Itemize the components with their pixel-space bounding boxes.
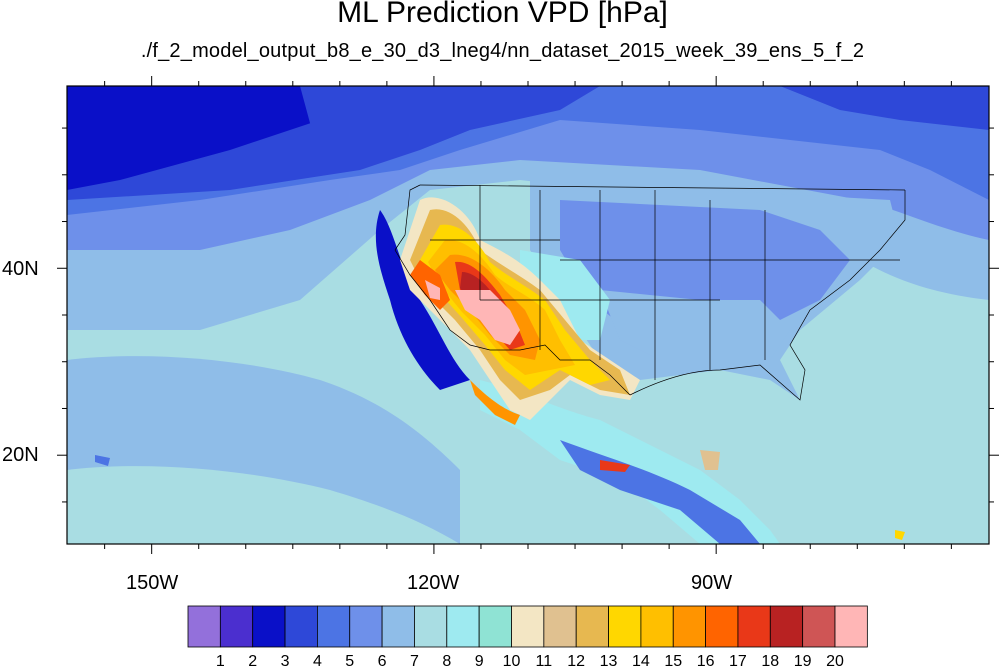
chart-subtitle: ./f_2_model_output_b8_e_30_d3_lneg4/nn_d…: [140, 40, 865, 62]
boundary-lines: [394, 184, 906, 401]
colorbar-label: 17: [729, 653, 747, 670]
colorbar-box: [446, 605, 480, 648]
colorbar-box: [543, 605, 577, 648]
colorbar-label: 5: [345, 653, 355, 670]
colorbar-label: 20: [826, 653, 844, 670]
colorbar-label: 13: [599, 653, 618, 670]
colorbar-box: [737, 605, 771, 648]
lon-label-90w: 90W: [691, 572, 733, 594]
chart-title: ML Prediction VPD [hPa]: [337, 0, 668, 29]
colorbar-box: [284, 605, 318, 648]
colorbar-label: 14: [631, 653, 650, 670]
colorbar-label: 9: [474, 653, 484, 670]
colorbar-box: [640, 605, 674, 648]
colorbar-label: 16: [696, 653, 715, 670]
colorbar-box: [414, 605, 448, 648]
colorbar-box: [705, 605, 739, 648]
colorbar-label: 7: [409, 653, 419, 670]
colorbar-box: [252, 605, 286, 648]
colorbar-label: 15: [664, 653, 683, 670]
colorbar-box: [381, 605, 415, 648]
colorbar-box: [316, 605, 351, 648]
contour-field: [67, 86, 989, 544]
lon-label-120w: 120W: [407, 572, 460, 594]
colorbar-label: 4: [312, 653, 322, 670]
colorbar-label: 12: [567, 653, 586, 670]
colorbar-box: [478, 605, 512, 648]
colorbar-box: [834, 605, 868, 648]
colorbar-box: [802, 605, 836, 648]
colorbar-box: [769, 605, 804, 648]
colorbar-box: [349, 605, 383, 648]
colorbar-label: 2: [248, 653, 258, 670]
colorbar-box: [608, 605, 642, 648]
colorbar-box: [219, 605, 254, 648]
lat-label-40n: 40N: [2, 258, 39, 280]
colorbar-box: [672, 605, 706, 648]
colorbar-label: 10: [502, 653, 521, 670]
colorbar-label: 8: [442, 653, 452, 670]
colorbar-label: 18: [761, 653, 780, 670]
colorbar-label: 11: [535, 653, 553, 670]
lon-label-150w: 150W: [126, 572, 179, 594]
lat-label-20n: 20N: [2, 444, 39, 466]
colorbar-box: [187, 605, 221, 648]
colorbar-label: 1: [215, 653, 225, 670]
colorbar-box: [575, 605, 609, 648]
colorbar-label: 3: [280, 653, 290, 670]
colorbar-box: [511, 605, 545, 648]
colorbar-label: 6: [377, 653, 387, 670]
colorbar-label: 19: [793, 653, 812, 670]
